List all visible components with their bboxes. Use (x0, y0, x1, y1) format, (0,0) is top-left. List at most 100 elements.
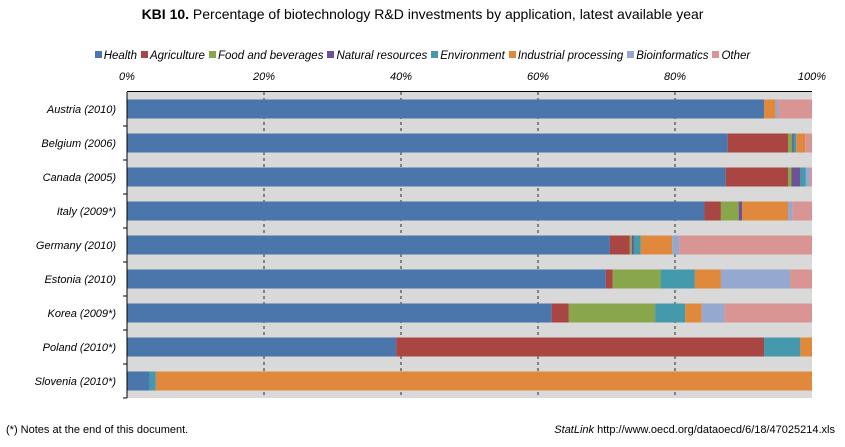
bar-segment-natural-resources (791, 167, 801, 187)
chart-title-prefix: KBI 10. (141, 6, 190, 22)
category-label: Italy (2009*) (57, 206, 117, 218)
statlink-label: StatLink (554, 424, 595, 436)
legend-label: Environment (440, 50, 505, 62)
bar-segment-environment (149, 371, 156, 391)
category-label: Slovenia (2010*) (35, 376, 117, 388)
bar-segment-industrial-processing (796, 133, 806, 153)
bar-segment-bioinformatics (701, 303, 725, 323)
bar-segment-natural-resources (631, 235, 634, 255)
x-tick-label: 80% (664, 71, 686, 83)
bar-segment-agriculture (704, 201, 721, 221)
bar-segment-food-and-beverages (612, 269, 661, 289)
bar-segment-bioinformatics (775, 99, 779, 119)
legend-item-industrial-processing: Industrial processing (508, 50, 624, 62)
legend-item-bioinformatics: Bioinformatics (627, 50, 708, 62)
bar-segment-food-and-beverages (568, 303, 656, 323)
bar-segment-food-and-beverages (788, 167, 792, 187)
bar-segment-agriculture (609, 235, 630, 255)
bar-segment-bioinformatics (788, 201, 793, 221)
legend-swatch (94, 51, 102, 59)
bar-segment-other (679, 235, 812, 255)
category-label: Korea (2009*) (48, 308, 117, 320)
bar-segment-environment (764, 337, 801, 357)
stacked-bar-chart: 0% 20% 40% 60% 80% 100% Austria (2010) Belgium … (35, 71, 826, 399)
legend-swatch (627, 51, 635, 59)
legend-label: Health (103, 50, 137, 62)
bar-segment-natural-resources (792, 133, 794, 153)
bar-segment-health (127, 371, 150, 391)
legend-swatch (431, 51, 439, 59)
bar-segment-health (127, 235, 610, 255)
legend-swatch (140, 51, 148, 59)
legend-item-food-and-beverages: Food and beverages (208, 50, 324, 62)
bar-segment-health (127, 269, 606, 289)
legend-label: Agriculture (149, 50, 205, 62)
bar-segment-industrial-processing (764, 99, 776, 119)
category-label: Germany (2010) (36, 240, 116, 252)
bar-segment-health (127, 303, 552, 323)
legend-item-agriculture: Agriculture (140, 50, 205, 62)
bar-segment-environment (660, 269, 695, 289)
bar-segment-bioinformatics (805, 167, 810, 187)
bar-segment-industrial-processing (640, 235, 673, 255)
bar-segment-bioinformatics (672, 235, 680, 255)
x-tick-label: 20% (252, 71, 275, 83)
bar-segment-health (127, 337, 397, 357)
category-label: Canada (2005) (43, 172, 117, 184)
footnote: (*) Notes at the end of this document. (6, 424, 189, 436)
chart-title-text: Percentage of biotechnology R&D investme… (192, 6, 704, 22)
bar-segment-industrial-processing (742, 201, 789, 221)
bar-segment-agriculture (396, 337, 765, 357)
bar-segment-food-and-beverages (629, 235, 632, 255)
category-label: Austria (2010) (46, 104, 116, 116)
bar-segment-industrial-processing (800, 337, 812, 357)
bar-segment-agriculture (551, 303, 569, 323)
legend-swatch (208, 51, 216, 59)
bar-segment-natural-resources (738, 201, 743, 221)
x-tick-label: 60% (527, 71, 549, 83)
legend-label: Bioinformatics (636, 50, 709, 62)
legend-item-natural-resources: Natural resources (327, 50, 427, 62)
legend-swatch (508, 51, 516, 59)
legend: Health Agriculture Food and beverages Natur… (0, 50, 845, 62)
legend-item-health: Health (94, 50, 137, 62)
legend-item-environment: Environment (431, 50, 505, 62)
bar-segment-other (778, 99, 812, 119)
legend-label: Industrial processing (517, 50, 624, 62)
bar-segment-health (127, 99, 765, 119)
legend-label: Natural resources (336, 50, 428, 62)
statlink-url[interactable]: http://www.oecd.org/dataoecd/6/18/470252… (597, 424, 835, 436)
bar-segment-other (805, 133, 812, 153)
x-tick-label: 0% (119, 71, 135, 83)
legend-item-other: Other (712, 50, 750, 62)
bar-segment-food-and-beverages (720, 201, 739, 221)
bar-segment-environment (793, 133, 797, 153)
bar-segment-industrial-processing (155, 371, 812, 391)
x-tick-label: 40% (390, 71, 412, 83)
bar-segment-agriculture (727, 133, 789, 153)
chart-title: KBI 10. Percentage of biotechnology R&D … (0, 6, 845, 22)
bar-segment-other (809, 167, 812, 187)
x-tick-label: 100% (798, 71, 826, 83)
category-label: Belgium (2006) (41, 138, 116, 150)
bar-segment-health (127, 133, 728, 153)
bar-segment-other (790, 269, 812, 289)
category-label: Estonia (2010) (44, 274, 116, 286)
bar-segment-industrial-processing (685, 303, 702, 323)
bar-segment-health (127, 201, 705, 221)
category-label: Poland (2010*) (43, 342, 117, 354)
bar-segment-agriculture (725, 167, 789, 187)
bar-segment-environment (633, 235, 641, 255)
bar-segment-other (792, 201, 812, 221)
bar-segment-environment (800, 167, 806, 187)
bar-segment-bioinformatics (720, 269, 791, 289)
bar-segment-agriculture (605, 269, 613, 289)
bar-segment-other (724, 303, 812, 323)
legend-label: Food and beverages (217, 50, 324, 62)
statlink[interactable]: StatLink http://www.oecd.org/dataoecd/6/… (554, 424, 835, 436)
legend-swatch (712, 51, 720, 59)
bar-segment-health (127, 167, 726, 187)
legend-label: Other (721, 50, 751, 62)
bar-segment-environment (655, 303, 686, 323)
bar-segment-food-and-beverages (788, 133, 793, 153)
